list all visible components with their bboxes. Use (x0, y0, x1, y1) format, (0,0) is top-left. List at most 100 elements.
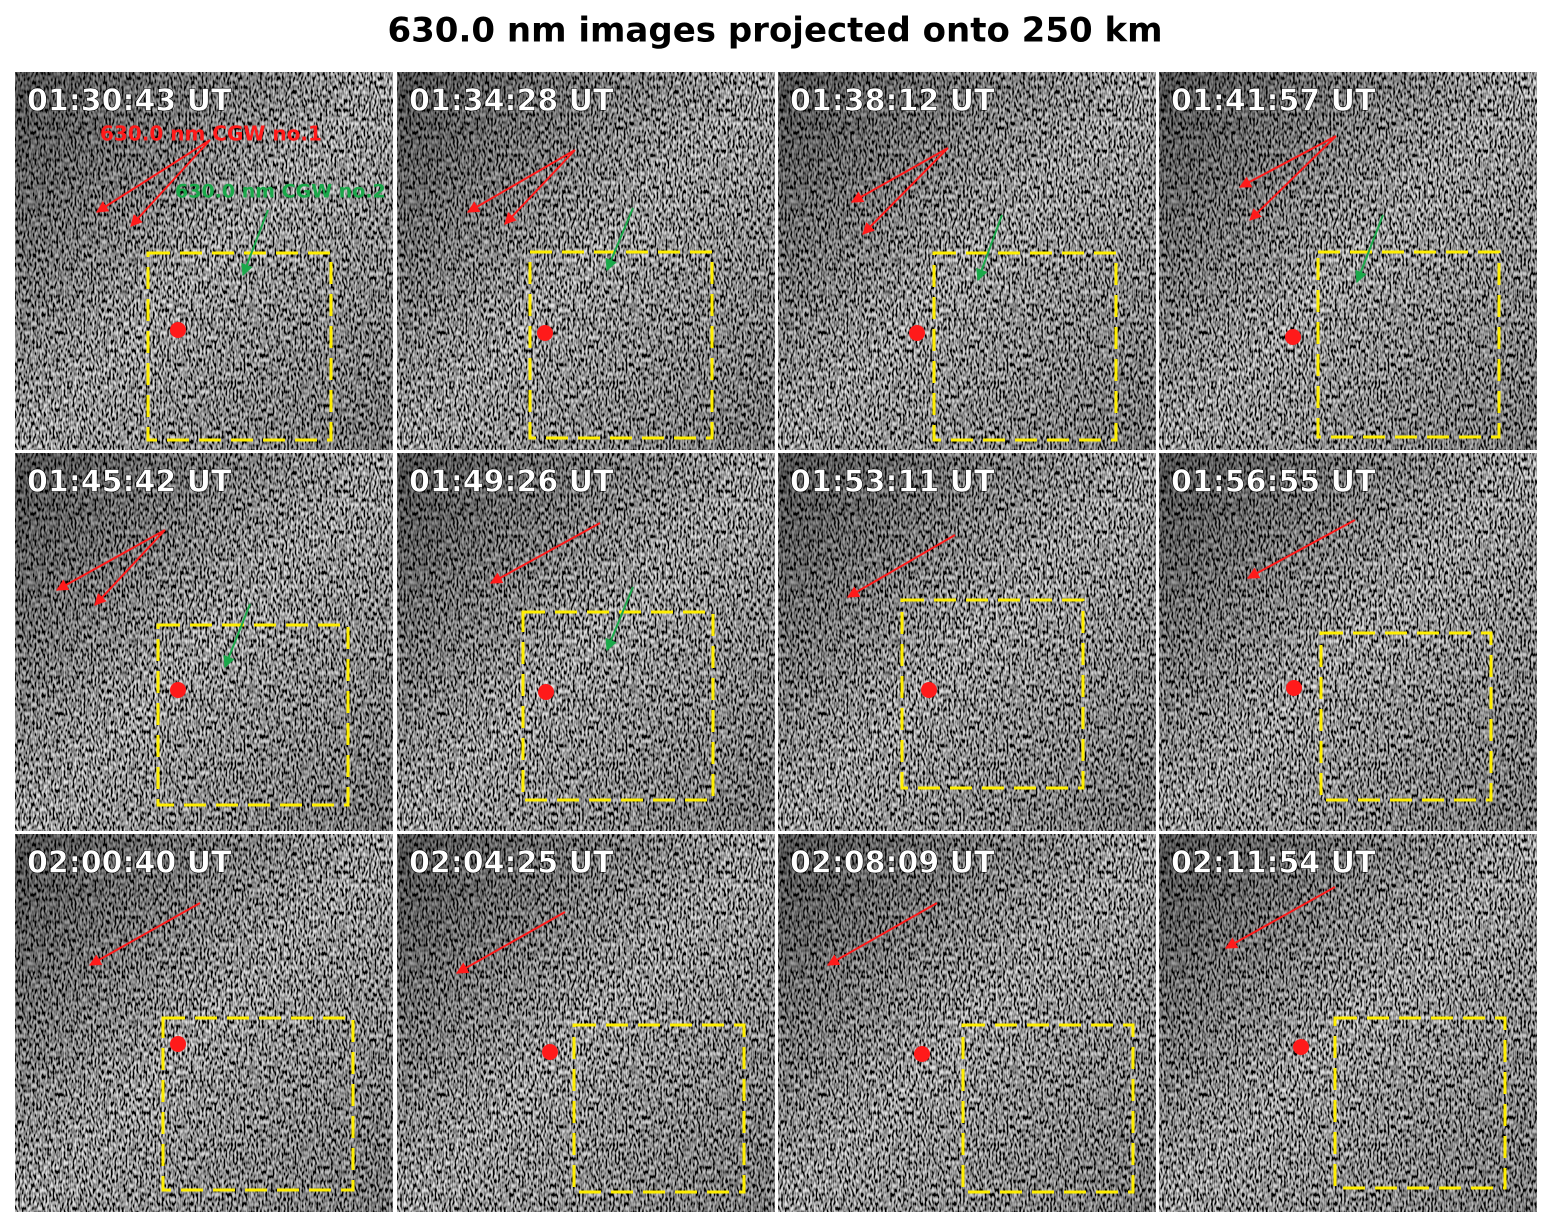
region-box (156, 623, 350, 807)
panel-content: 01:45:42 UT (15, 453, 393, 831)
region-box (900, 598, 1085, 790)
image-shading (397, 72, 775, 450)
cgw1-arrow (846, 534, 956, 598)
image-panel: 01:38:12 UT (778, 72, 1156, 450)
cgw1-arrow (130, 139, 211, 227)
site-marker (921, 682, 937, 698)
panel-content: 01:38:12 UT (778, 72, 1156, 450)
panel-content: 02:04:25 UT (397, 834, 775, 1212)
site-marker (1286, 680, 1302, 696)
image-shading (778, 834, 1156, 1212)
site-marker (537, 325, 553, 341)
panel-time: 01:56:55 UT (1171, 465, 1376, 500)
cgw1-arrow (1246, 519, 1356, 579)
panel-time: 01:41:57 UT (1171, 84, 1376, 119)
panel-content: 01:30:43 UT 630.0 nm CGW no.1 630.0 nm CGW… (15, 72, 393, 450)
image-shading (1159, 834, 1537, 1212)
region-box (146, 251, 333, 442)
panel-content: 01:34:28 UT (397, 72, 775, 450)
region-box (932, 251, 1118, 442)
panel-content: 02:08:09 UT (778, 834, 1156, 1212)
cgw2-arrow (241, 209, 269, 277)
site-marker (170, 322, 186, 338)
image-panel: 01:41:57 UT (1159, 72, 1537, 450)
site-marker (542, 1044, 558, 1060)
image-panel: 01:30:43 UT 630.0 nm CGW no.1 630.0 nm CGW… (15, 72, 393, 450)
site-marker (1285, 329, 1301, 345)
cgw1-arrow (55, 529, 166, 591)
panel-time: 01:49:26 UT (409, 465, 614, 500)
panel-content: 01:41:57 UT (1159, 72, 1537, 450)
panel-time: 01:38:12 UT (790, 84, 995, 119)
cgw1-arrow (489, 522, 601, 584)
site-marker (538, 684, 554, 700)
panel-time: 02:00:40 UT (27, 846, 232, 881)
image-shading (1159, 453, 1537, 831)
panel-time: 02:04:25 UT (409, 846, 614, 881)
panel-content: 01:53:11 UT (778, 453, 1156, 831)
panel-time: 01:30:43 UT (27, 84, 232, 119)
image-shading (397, 453, 775, 831)
panel-content: 01:49:26 UT (397, 453, 775, 831)
cgw1-arrow (455, 911, 566, 974)
site-marker (170, 682, 186, 698)
cgw1-arrow (1249, 135, 1337, 221)
site-marker (1293, 1039, 1309, 1055)
image-panel: 02:11:54 UT (1159, 834, 1537, 1212)
image-panel: 01:45:42 UT (15, 453, 393, 831)
region-box (1333, 1016, 1507, 1190)
cgw1-arrow (94, 529, 166, 606)
image-panel: 02:00:40 UT (15, 834, 393, 1212)
region-box (161, 1016, 355, 1192)
panel-content: 02:00:40 UT (15, 834, 393, 1212)
region-box (1319, 631, 1493, 802)
cgw1-arrow (1224, 886, 1336, 949)
region-box (572, 1023, 746, 1194)
cgw2-arrow (976, 214, 1003, 282)
figure-title: 630.0 nm images projected onto 250 km (387, 11, 1162, 51)
cgw1-arrow (88, 902, 201, 966)
panel-time: 02:11:54 UT (1171, 846, 1376, 881)
region-box (521, 610, 715, 802)
cgw1-arrow (466, 149, 576, 213)
cgw2-arrow (223, 603, 251, 669)
image-shading (778, 72, 1156, 450)
region-box (1316, 250, 1501, 439)
image-shading (1159, 72, 1537, 450)
region-box (528, 250, 714, 440)
image-panel: 02:04:25 UT (397, 834, 775, 1212)
image-panel: 01:53:11 UT (778, 453, 1156, 831)
image-shading (15, 453, 393, 831)
panel-time: 01:34:28 UT (409, 84, 614, 119)
cgw2-label: 630.0 nm CGW no.2 (175, 181, 386, 203)
cgw2-arrow (1355, 214, 1384, 284)
cgw1-arrow (504, 149, 576, 225)
image-shading (15, 72, 393, 450)
cgw1-label: 630.0 nm CGW no.1 (100, 122, 322, 146)
image-shading (15, 834, 393, 1212)
image-panel: 01:34:28 UT (397, 72, 775, 450)
panel-time: 01:45:42 UT (27, 465, 232, 500)
cgw2-arrow (605, 207, 634, 272)
cgw1-arrow (850, 147, 949, 203)
cgw2-arrow (605, 586, 634, 652)
panel-content: 01:56:55 UT (1159, 453, 1537, 831)
image-panel: 01:49:26 UT (397, 453, 775, 831)
cgw1-arrow (95, 139, 211, 213)
image-shading (397, 834, 775, 1212)
site-marker (170, 1036, 186, 1052)
image-shading (778, 453, 1156, 831)
panel-content: 02:11:54 UT (1159, 834, 1537, 1212)
site-marker (914, 1046, 930, 1062)
panel-time: 02:08:09 UT (790, 846, 995, 881)
cgw1-arrow (1238, 135, 1337, 188)
region-box (961, 1023, 1135, 1194)
image-panel: 02:08:09 UT (778, 834, 1156, 1212)
cgw1-arrow (826, 902, 938, 966)
image-panel: 01:56:55 UT (1159, 453, 1537, 831)
site-marker (909, 325, 925, 341)
cgw1-arrow (862, 147, 949, 235)
panel-time: 01:53:11 UT (790, 465, 995, 500)
